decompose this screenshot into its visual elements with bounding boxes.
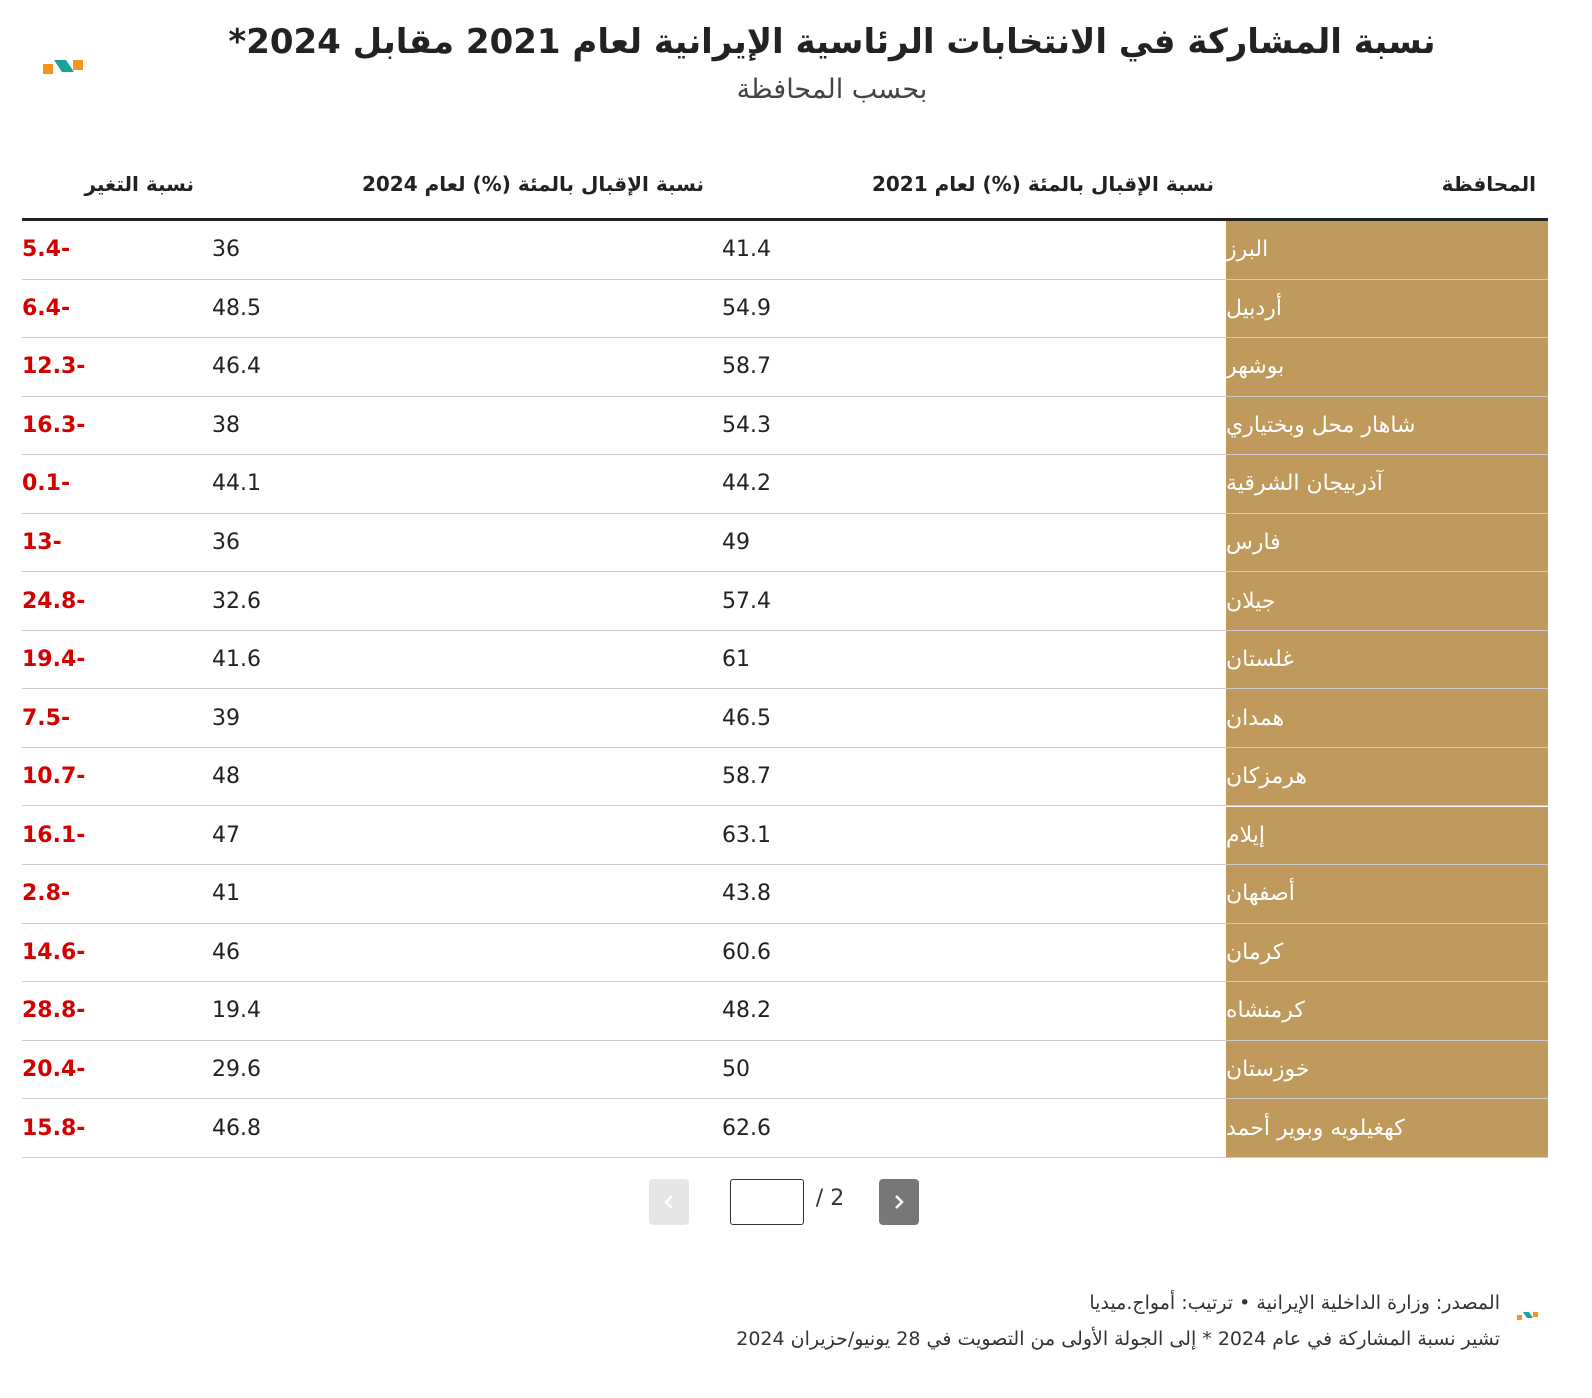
turnout-2021: 61 xyxy=(722,647,750,673)
table-row: هرمزكان 58.7 48 -10.7 xyxy=(22,747,1548,807)
change: -0.1 xyxy=(22,471,71,497)
table-row: آذربيجان الشرقية 44.2 44.1 -0.1 xyxy=(22,455,1548,514)
turnout-2024: 48 xyxy=(212,764,240,790)
turnout-2021: 50 xyxy=(722,1056,750,1082)
change: -10.7 xyxy=(22,764,86,790)
change: -28.8 xyxy=(22,998,86,1024)
province: كرمان xyxy=(1226,923,1548,982)
province: هرمزكان xyxy=(1226,747,1548,806)
change: -7.5 xyxy=(22,705,71,731)
province: غلستان xyxy=(1226,630,1548,689)
turnout-2024: 36 xyxy=(212,237,240,263)
turnout-2024: 39 xyxy=(212,705,240,731)
column-header: نسبة الإقبال بالمئة (%) لعام 2024 xyxy=(361,172,704,196)
table-row: بوشهر 58.7 46.4 -12.3 xyxy=(22,338,1548,397)
table-row: خوزستان 50 29.6 -20.4 xyxy=(22,1040,1548,1100)
table-row: كهغيلويه وبوير أحمد 62.6 46.8 -15.8 xyxy=(22,1099,1548,1158)
turnout-2021: 43.8 xyxy=(722,881,771,907)
province: جيلان xyxy=(1226,572,1548,630)
turnout-2024: 41.6 xyxy=(212,647,261,673)
column-header: المحافظة xyxy=(1441,172,1536,196)
province: آذربيجان الشرقية xyxy=(1226,455,1548,513)
province: شاهار محل وبختياري xyxy=(1226,396,1548,455)
province: إيلام xyxy=(1226,806,1548,865)
turnout-2024: 41 xyxy=(212,881,240,907)
turnout-2021: 41.4 xyxy=(722,237,771,263)
page-count: / 2 xyxy=(815,1186,845,1211)
subtitle: بحسب المحافظة xyxy=(736,74,928,105)
table-row: غلستان 61 41.6 -19.4 xyxy=(22,630,1548,690)
turnout-2021: 58.7 xyxy=(722,764,771,790)
table-row: شاهار محل وبختياري 54.3 38 -16.3 xyxy=(22,396,1548,456)
turnout-2024: 47 xyxy=(212,822,240,848)
turnout-2024: 46.8 xyxy=(212,1115,261,1141)
column-header: نسبة التغير xyxy=(84,172,194,196)
turnout-2021: 58.7 xyxy=(722,354,771,380)
turnout-2024: 29.6 xyxy=(212,1056,261,1082)
turnout-2021: 46.5 xyxy=(722,705,771,731)
turnout-2021: 63.1 xyxy=(722,822,771,848)
change: -15.8 xyxy=(22,1115,86,1141)
turnout-2024: 44.1 xyxy=(212,471,261,497)
turnout-2021: 49 xyxy=(722,530,750,556)
turnout-2021: 48.2 xyxy=(722,998,771,1024)
province: أردبيل xyxy=(1226,279,1548,338)
change: -20.4 xyxy=(22,1056,86,1082)
table-row: أصفهان 43.8 41 -2.8 xyxy=(22,865,1548,924)
header-rule xyxy=(22,218,1548,221)
province: كرمنشاه xyxy=(1226,982,1548,1040)
table-row: أردبيل 54.9 48.5 -6.4 xyxy=(22,279,1548,339)
logo xyxy=(43,60,83,74)
turnout-2024: 19.4 xyxy=(212,998,261,1024)
province: بوشهر xyxy=(1226,338,1548,396)
turnout-2021: 54.3 xyxy=(722,412,771,438)
turnout-2024: 32.6 xyxy=(212,588,261,614)
turnout-2021: 60.6 xyxy=(722,939,771,965)
turnout-2024: 48.5 xyxy=(212,295,261,321)
province: كهغيلويه وبوير أحمد xyxy=(1226,1099,1548,1157)
change: -14.6 xyxy=(22,939,86,965)
note: تشير نسبة المشاركة في عام 2024 * إلى الج… xyxy=(736,1328,1500,1350)
table-row: همدان 46.5 39 -7.5 xyxy=(22,689,1548,748)
change: -16.1 xyxy=(22,822,86,848)
change: -24.8 xyxy=(22,588,86,614)
source: المصدر: وزارة الداخلية الإيرانية • ترتيب… xyxy=(1089,1292,1500,1314)
province: البرز xyxy=(1226,221,1548,279)
change: -6.4 xyxy=(22,295,71,321)
province: أصفهان xyxy=(1226,865,1548,923)
turnout-2021: 54.9 xyxy=(722,295,771,321)
next-button[interactable] xyxy=(879,1179,919,1225)
table-row: فارس 49 36 -13 xyxy=(22,513,1548,573)
title: نسبة المشاركة في الانتخابات الرئاسية الإ… xyxy=(228,22,1436,62)
turnout-2024: 46 xyxy=(212,939,240,965)
column-header: نسبة الإقبال بالمئة (%) لعام 2021 xyxy=(871,172,1214,196)
page-input[interactable] xyxy=(730,1179,804,1225)
table-row: إيلام 63.1 47 -16.1 xyxy=(22,806,1548,866)
change: -12.3 xyxy=(22,354,86,380)
prev-button[interactable] xyxy=(649,1179,689,1225)
turnout-2024: 38 xyxy=(212,412,240,438)
change: -5.4 xyxy=(22,237,71,263)
table-row: كرمنشاه 48.2 19.4 -28.8 xyxy=(22,982,1548,1041)
turnout-2024: 46.4 xyxy=(212,354,261,380)
table-row: البرز 41.4 36 -5.4 xyxy=(22,221,1548,280)
change: -19.4 xyxy=(22,647,86,673)
turnout-2021: 44.2 xyxy=(722,471,771,497)
turnout-2021: 57.4 xyxy=(722,588,771,614)
turnout-2024: 36 xyxy=(212,530,240,556)
change: -16.3 xyxy=(22,412,86,438)
footer-logo xyxy=(1517,1312,1538,1320)
change: -13 xyxy=(22,530,62,556)
province: همدان xyxy=(1226,689,1548,747)
table-row: كرمان 60.6 46 -14.6 xyxy=(22,923,1548,983)
change: -2.8 xyxy=(22,881,71,907)
table-row: جيلان 57.4 32.6 -24.8 xyxy=(22,572,1548,631)
turnout-2021: 62.6 xyxy=(722,1115,771,1141)
province: خوزستان xyxy=(1226,1040,1548,1099)
province: فارس xyxy=(1226,513,1548,572)
